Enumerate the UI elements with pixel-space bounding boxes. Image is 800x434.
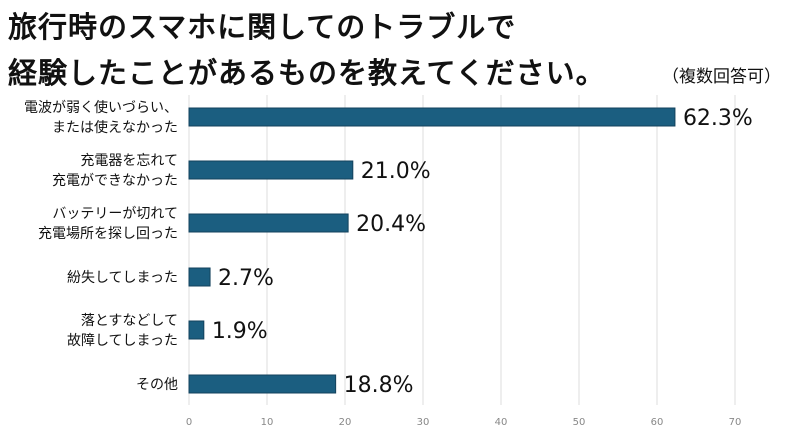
bar: [188, 213, 349, 233]
category-label: 充電ができなかった: [52, 173, 178, 189]
category-label: 紛失してしまった: [67, 270, 178, 286]
x-tick-label: 70: [729, 417, 742, 428]
bar: [188, 107, 676, 127]
x-tick-label: 0: [186, 417, 192, 428]
bar: [188, 160, 354, 180]
bar: [188, 374, 337, 394]
category-label: 電波が弱く使いづらい、: [24, 99, 178, 116]
x-tick-label: 50: [573, 417, 586, 428]
x-tick-label: 30: [417, 417, 430, 428]
x-tick-label: 20: [339, 417, 352, 428]
data-label: 2.7%: [218, 266, 274, 291]
chart-title-line-1: 旅行時のスマホに関してのトラブルで: [8, 10, 517, 44]
chart-title-line-2: 経験したことがあるものを教えてください。: [8, 56, 606, 90]
category-label: 故障してしまった: [67, 333, 178, 349]
category-label: 充電器を忘れて: [80, 153, 178, 169]
category-label: または使えなかった: [52, 119, 178, 136]
category-label: 充電場所を探し回った: [38, 226, 178, 242]
data-label: 18.8%: [344, 373, 414, 398]
x-tick-label: 60: [651, 417, 664, 428]
category-label: バッテリーが切れて: [52, 206, 178, 222]
category-label: 落とすなどして: [81, 313, 178, 329]
data-label: 1.9%: [212, 319, 268, 344]
x-tick-label: 10: [261, 417, 274, 428]
data-label: 20.4%: [356, 212, 426, 237]
bar: [188, 320, 205, 340]
x-tick-label: 40: [495, 417, 508, 428]
category-label: その他: [136, 377, 178, 393]
data-label: 62.3%: [683, 106, 753, 131]
bar: [188, 267, 211, 287]
chart-subtitle: （複数回答可）: [662, 67, 781, 87]
data-label: 21.0%: [361, 159, 431, 184]
